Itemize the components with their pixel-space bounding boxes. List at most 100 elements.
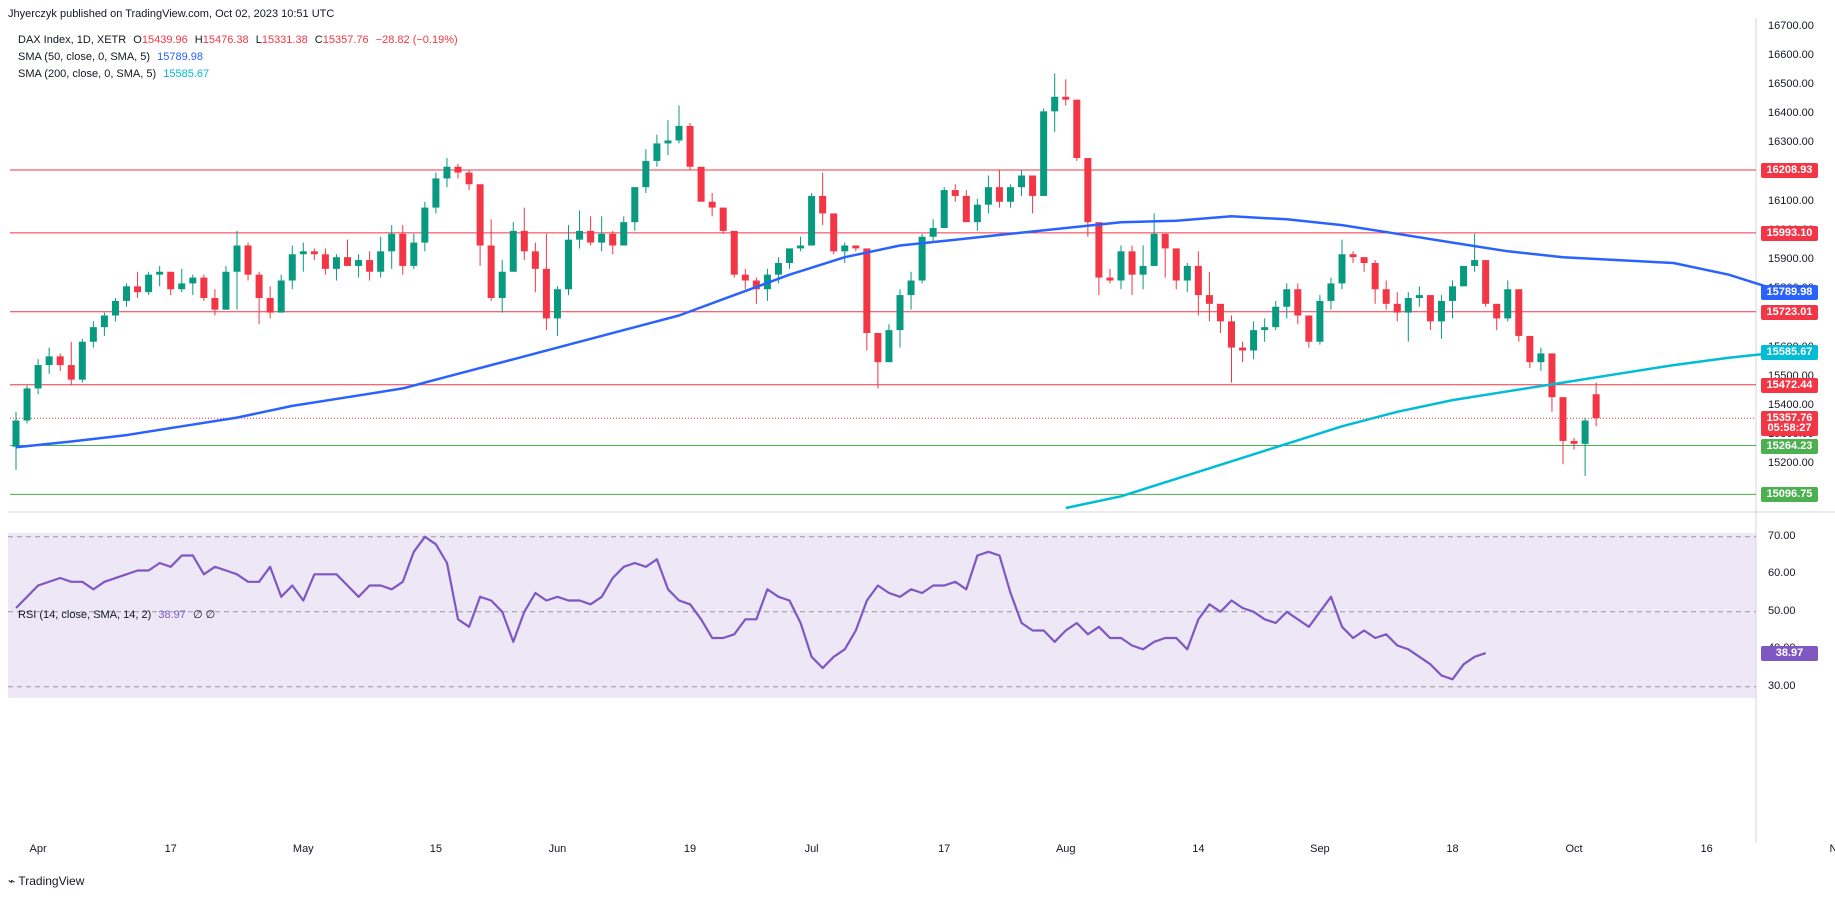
candle-body bbox=[410, 242, 418, 266]
candle-down bbox=[830, 213, 838, 255]
time-tick-label: 16 bbox=[1700, 843, 1713, 855]
candle-down bbox=[542, 233, 550, 331]
candle-up bbox=[598, 216, 606, 252]
candle-body bbox=[995, 187, 1003, 202]
candle-body bbox=[642, 160, 650, 188]
symbol-legend: DAX Index, 1D, XETR O15439.96 H15476.38 … bbox=[18, 34, 458, 46]
candle-down bbox=[211, 289, 219, 316]
candle-body bbox=[1360, 257, 1368, 263]
candle-down bbox=[487, 219, 495, 301]
candle-body bbox=[664, 140, 672, 144]
candle-up bbox=[123, 283, 130, 307]
candle-down bbox=[1095, 222, 1103, 296]
time-tick-label: 15 bbox=[429, 843, 443, 855]
candle-up bbox=[1449, 280, 1456, 319]
candle-down bbox=[134, 271, 142, 298]
candle-body bbox=[951, 190, 959, 196]
candle-down bbox=[752, 277, 760, 304]
candle-up bbox=[565, 225, 572, 296]
candle-down bbox=[1172, 248, 1180, 290]
candle-body bbox=[1040, 111, 1048, 196]
candle-up bbox=[797, 236, 805, 252]
sma200-legend[interactable]: SMA (200, close, 0, SMA, 5) 15585.67 bbox=[18, 68, 213, 80]
candle-body bbox=[266, 298, 274, 313]
candle-up bbox=[421, 201, 429, 252]
candle-up bbox=[1471, 233, 1479, 272]
price-tick-label: 16300.00 bbox=[1768, 136, 1814, 149]
candle-down bbox=[1426, 295, 1434, 331]
candle-up bbox=[1404, 292, 1412, 342]
candle-body bbox=[1537, 353, 1545, 363]
candle-body bbox=[255, 274, 263, 298]
candle-up bbox=[642, 149, 650, 193]
candle-down bbox=[366, 251, 374, 281]
candle-down bbox=[1128, 245, 1136, 296]
candle-body bbox=[874, 333, 882, 363]
sma200-line bbox=[1065, 350, 1785, 510]
candle-body bbox=[1338, 254, 1346, 284]
price-tag: 15264.23 bbox=[1761, 438, 1818, 454]
candle-body bbox=[929, 228, 937, 237]
candle-up bbox=[189, 274, 197, 296]
candle-up bbox=[653, 134, 661, 167]
sma50-label: SMA (50, close, 0, SMA, 5) bbox=[18, 51, 151, 63]
candle-body bbox=[1250, 330, 1258, 351]
open-value: 15439.96 bbox=[141, 34, 188, 46]
candle-up bbox=[156, 265, 164, 287]
candle-up bbox=[808, 193, 816, 246]
close-value: 15357.76 bbox=[322, 34, 369, 46]
rsi-line bbox=[15, 535, 1487, 681]
candle-body bbox=[830, 213, 838, 252]
candle-body bbox=[1393, 303, 1401, 313]
candle-body bbox=[134, 286, 142, 293]
time-tick-label: Nov bbox=[1829, 843, 1835, 855]
candle-down bbox=[1084, 158, 1092, 237]
candle-body bbox=[211, 298, 219, 310]
rsi-legend[interactable]: RSI (14, close, SMA, 14, 2) 38.97 ∅ ∅ bbox=[18, 608, 219, 621]
candle-body bbox=[587, 230, 595, 243]
rsi-band bbox=[8, 533, 1756, 698]
moving-averages-layer bbox=[15, 215, 1785, 510]
price-tag: 15723.01 bbox=[1761, 304, 1818, 320]
low-value: 15331.38 bbox=[261, 34, 308, 46]
candle-body bbox=[12, 420, 20, 447]
candle-body bbox=[1493, 303, 1501, 319]
candle-body bbox=[1482, 260, 1490, 304]
symbol-name: DAX Index, 1D, XETR bbox=[18, 34, 127, 46]
footer-brand[interactable]: ⌁ TradingView bbox=[8, 874, 84, 888]
candle-up bbox=[78, 338, 86, 383]
candle-body bbox=[542, 268, 550, 319]
candles-layer[interactable] bbox=[12, 73, 1600, 476]
candle-body bbox=[178, 283, 186, 290]
candle-up bbox=[23, 385, 31, 424]
candle-body bbox=[498, 271, 506, 298]
candle-down bbox=[995, 169, 1003, 208]
candle-up bbox=[675, 105, 683, 144]
candle-body bbox=[553, 289, 561, 319]
price-tick-label: 16700.00 bbox=[1768, 19, 1814, 32]
sma50-legend[interactable]: SMA (50, close, 0, SMA, 5) 15789.98 bbox=[18, 51, 207, 63]
candle-up bbox=[1117, 245, 1125, 290]
candle-down bbox=[200, 274, 208, 301]
candle-down bbox=[1106, 268, 1114, 284]
candle-down bbox=[819, 172, 827, 226]
rsi-value: 38.97 bbox=[158, 609, 186, 621]
price-tick-label: 16500.00 bbox=[1768, 78, 1814, 91]
candle-body bbox=[344, 257, 351, 266]
candle-down bbox=[852, 245, 860, 252]
candle-down bbox=[1559, 397, 1567, 465]
time-tick-label: 19 bbox=[683, 843, 697, 855]
candle-body bbox=[355, 260, 363, 266]
candle-down bbox=[1482, 260, 1490, 307]
candle-body bbox=[1183, 265, 1191, 281]
candle-body bbox=[1449, 286, 1456, 301]
candle-up bbox=[1504, 280, 1512, 322]
time-tick-label: Jun bbox=[548, 843, 567, 855]
candle-up bbox=[918, 233, 926, 284]
candle-down bbox=[1570, 438, 1578, 450]
candle-down bbox=[951, 184, 959, 202]
candle-up bbox=[89, 321, 97, 348]
candle-body bbox=[277, 280, 285, 313]
candle-body bbox=[962, 195, 970, 223]
